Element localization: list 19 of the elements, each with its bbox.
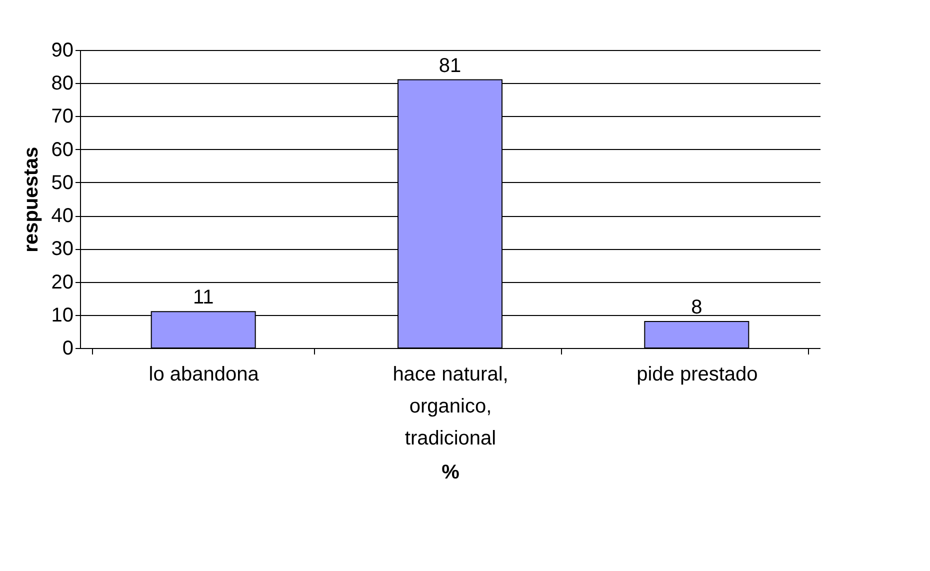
y-tick-label: 70 (51, 106, 74, 128)
data-label: 8 (691, 296, 702, 319)
bar (644, 321, 750, 348)
y-tick-label: 90 (51, 40, 74, 62)
data-label: 11 (192, 286, 214, 309)
y-axis-title: respuestas (20, 146, 42, 252)
y-tick-label: 30 (51, 238, 74, 260)
y-tick-label: 80 (51, 72, 74, 95)
y-tick-label: 40 (51, 205, 74, 228)
x-tick-label: lo abandona (148, 364, 260, 386)
x-tick-label: pide prestado (636, 364, 758, 386)
y-tick-label: 20 (51, 271, 74, 294)
y-tick-label: 60 (51, 138, 74, 161)
data-label: 81 (438, 54, 462, 77)
x-tick-label: hace natural, organico, tradicional (392, 364, 508, 450)
y-tick-label: 0 (62, 338, 74, 360)
x-axis-title: % (442, 462, 460, 484)
y-tick-label: 50 (51, 172, 74, 194)
y-tick-label: 10 (51, 304, 74, 326)
